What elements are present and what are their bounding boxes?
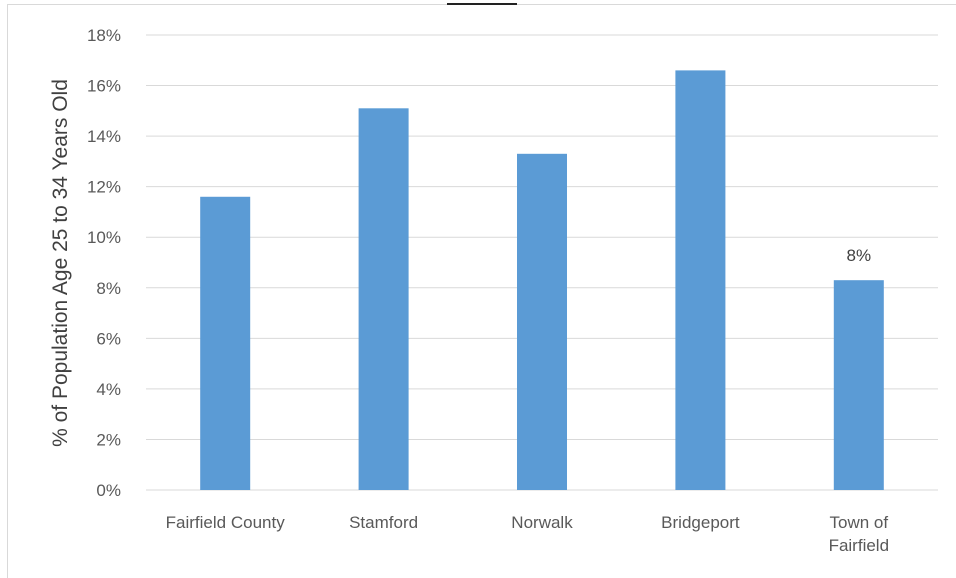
x-tick-label: Fairfield County (166, 513, 286, 532)
data-labels: 8% (847, 246, 872, 265)
data-label: 8% (847, 246, 872, 265)
y-tick-label: 10% (87, 228, 121, 247)
y-tick-label: 8% (96, 279, 121, 298)
y-tick-label: 18% (87, 26, 121, 45)
x-tick-label: Bridgeport (661, 513, 740, 532)
y-axis-title: % of Population Age 25 to 34 Years Old (49, 79, 72, 447)
x-tick-label: Stamford (349, 513, 418, 532)
bar (200, 196, 251, 490)
y-tick-label: 0% (96, 481, 121, 500)
bar (833, 280, 884, 490)
y-tick-label: 12% (87, 178, 121, 197)
y-tick-label: 6% (96, 329, 121, 348)
y-tick-labels: 0% 2% 4% 6% 8% 10% 12% 14% 16% 18% (87, 26, 121, 500)
bar (675, 70, 726, 490)
gridlines (146, 34, 938, 491)
y-tick-label: 16% (87, 77, 121, 96)
bar (517, 153, 567, 491)
x-tick-labels: Fairfield County Stamford Norwalk Bridgepor… (166, 513, 889, 555)
y-tick-label: 4% (96, 380, 121, 399)
bar (358, 108, 409, 491)
x-tick-label: Town of Fairfield (829, 513, 889, 555)
top-tab-marker (447, 0, 517, 5)
bars (200, 70, 884, 491)
x-tick-label: Norwalk (511, 513, 573, 532)
y-tick-label: 2% (96, 430, 121, 449)
y-tick-label: 14% (87, 127, 121, 146)
